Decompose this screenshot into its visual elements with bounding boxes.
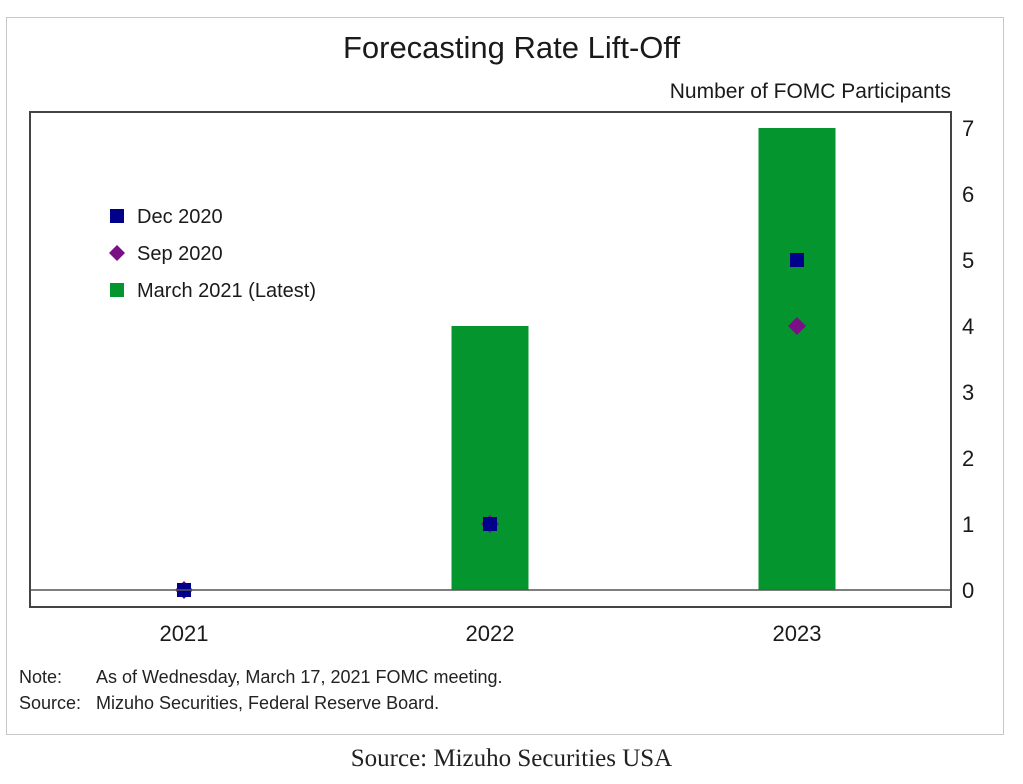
legend-item-march-2021-latest: March 2021 (Latest) — [110, 280, 316, 302]
bar-march-2021-latest-2023 — [758, 128, 836, 590]
x-tick-label-2021: 2021 — [160, 621, 209, 646]
legend-swatch-sep-2020 — [109, 245, 125, 261]
legend-swatch-march-2021-latest — [110, 283, 124, 297]
marker-sep-2020-2023 — [788, 317, 806, 335]
y-tick-label-3: 3 — [962, 380, 974, 405]
note-text: As of Wednesday, March 17, 2021 FOMC mee… — [96, 667, 503, 687]
marker-dec-2020-2023 — [790, 253, 804, 267]
x-tick-label-2022: 2022 — [466, 621, 515, 646]
y-tick-label-7: 7 — [962, 116, 974, 141]
image-caption: Source: Mizuho Securities USA — [350, 745, 673, 772]
y-tick-label-0: 0 — [962, 578, 974, 603]
legend-swatch-dec-2020 — [110, 209, 124, 223]
x-tick-label-2023: 2023 — [773, 621, 822, 646]
source-line: Source: Mizuho Securities, Federal Reserv… — [19, 693, 439, 714]
y-tick-label-5: 5 — [962, 248, 974, 273]
source-text: Mizuho Securities, Federal Reserve Board… — [96, 693, 440, 713]
bar-march-2021-latest-2022 — [451, 326, 529, 590]
legend-label: Dec 2020 — [137, 206, 223, 228]
legend-item-sep-2020: Sep 2020 — [109, 243, 223, 265]
legend-label: Sep 2020 — [137, 243, 223, 265]
y-tick-label-1: 1 — [962, 512, 974, 537]
y-axis-label: Number of FOMC Participants — [669, 80, 951, 103]
y-tick-label-2: 2 — [962, 446, 974, 471]
chart-title: Forecasting Rate Lift-Off — [342, 30, 681, 65]
source-label: Source: — [19, 693, 82, 713]
y-tick-label-6: 6 — [962, 182, 974, 207]
note-label: Note: — [19, 667, 63, 687]
marker-dec-2020-2022 — [483, 517, 497, 531]
y-tick-label-4: 4 — [962, 314, 974, 339]
plot-frame — [29, 111, 952, 608]
legend-label: March 2021 (Latest) — [137, 280, 316, 302]
legend-item-dec-2020: Dec 2020 — [110, 206, 223, 228]
note-line: Note: As of Wednesday, March 17, 2021 FOM… — [19, 667, 503, 688]
